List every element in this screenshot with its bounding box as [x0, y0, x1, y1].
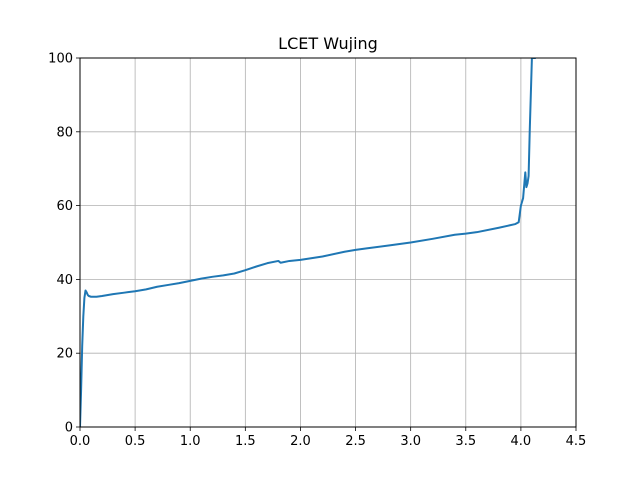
- x-tick-label: 0.0: [70, 434, 91, 449]
- y-tick-label: 100: [48, 52, 73, 67]
- y-tick-label: 80: [56, 125, 73, 140]
- y-tick-label: 60: [56, 199, 73, 214]
- x-tick-label: 0.5: [125, 434, 146, 449]
- x-tick-label: 4.0: [511, 434, 532, 449]
- axis-ticks: 0.0 0.5 1.0 1.5 2.0 2.5 3.0 3.5 4.0 4.5 0 20 40 60 80 1…: [48, 52, 586, 450]
- grid-lines: [79, 57, 577, 428]
- x-tick-label: 1.5: [235, 434, 256, 449]
- x-tick-label: 3.5: [455, 434, 476, 449]
- y-tick-label: 40: [56, 273, 73, 288]
- x-tick-label: 2.0: [290, 434, 311, 449]
- y-tick-label: 20: [56, 347, 73, 362]
- x-tick-label: 1.0: [180, 434, 201, 449]
- x-tick-label: 3.0: [400, 434, 421, 449]
- x-tick-label: 4.5: [566, 434, 587, 449]
- chart-title: LCET Wujing: [278, 34, 378, 53]
- x-tick-label: 2.5: [345, 434, 366, 449]
- series-line-0: [80, 58, 537, 427]
- y-tick-label: 0: [65, 421, 73, 436]
- plot-frame: [79, 57, 577, 428]
- series-layer: [80, 58, 537, 427]
